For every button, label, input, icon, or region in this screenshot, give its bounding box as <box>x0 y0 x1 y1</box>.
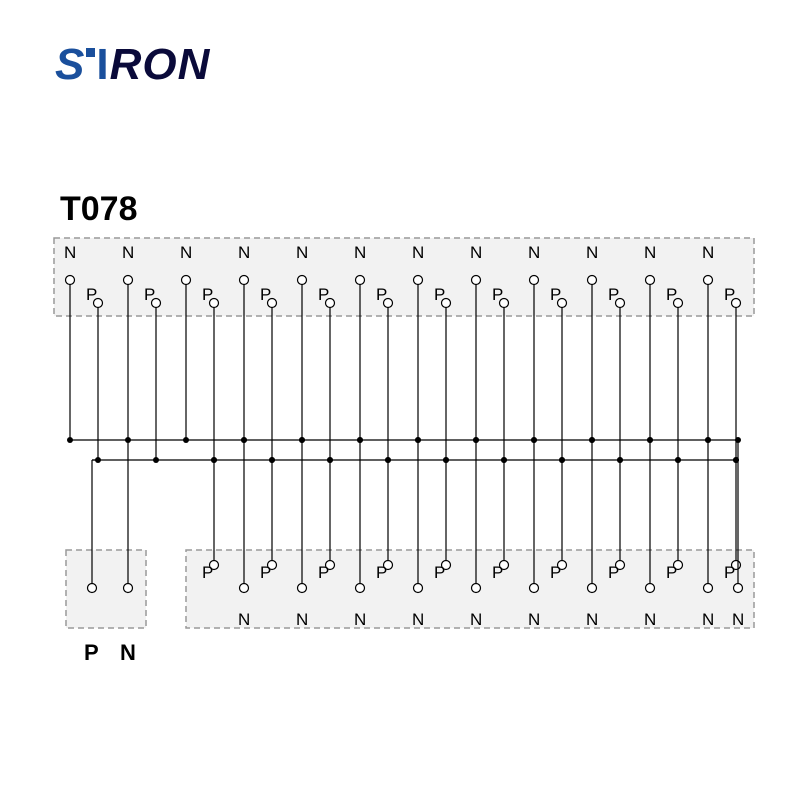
svg-text:P: P <box>550 563 561 582</box>
svg-text:P: P <box>492 563 503 582</box>
svg-text:N: N <box>528 243 540 262</box>
svg-text:N: N <box>296 610 308 629</box>
svg-text:N: N <box>296 243 308 262</box>
svg-text:P: P <box>724 563 735 582</box>
svg-text:N: N <box>412 243 424 262</box>
svg-text:N: N <box>64 243 76 262</box>
svg-text:P: P <box>260 563 271 582</box>
svg-text:P: P <box>84 640 99 665</box>
svg-text:N: N <box>122 243 134 262</box>
svg-text:P: P <box>608 563 619 582</box>
svg-text:N: N <box>354 243 366 262</box>
svg-text:N: N <box>586 243 598 262</box>
svg-text:N: N <box>180 243 192 262</box>
svg-text:P: P <box>202 563 213 582</box>
svg-text:P: P <box>318 563 329 582</box>
svg-text:N: N <box>644 610 656 629</box>
svg-text:N: N <box>238 610 250 629</box>
svg-text:N: N <box>354 610 366 629</box>
svg-text:N: N <box>732 610 744 629</box>
svg-text:P: P <box>376 563 387 582</box>
svg-text:N: N <box>120 640 136 665</box>
svg-text:N: N <box>528 610 540 629</box>
svg-text:N: N <box>412 610 424 629</box>
svg-text:N: N <box>644 243 656 262</box>
svg-text:P: P <box>434 563 445 582</box>
wiring-diagram: NPNPNPNPNPNPNPNPNPNPNPNPPNPNPNPNPNPNPNPN… <box>0 0 800 800</box>
svg-text:N: N <box>470 243 482 262</box>
svg-text:P: P <box>666 563 677 582</box>
svg-text:N: N <box>586 610 598 629</box>
svg-text:N: N <box>702 243 714 262</box>
svg-text:N: N <box>238 243 250 262</box>
svg-text:N: N <box>702 610 714 629</box>
svg-text:N: N <box>470 610 482 629</box>
